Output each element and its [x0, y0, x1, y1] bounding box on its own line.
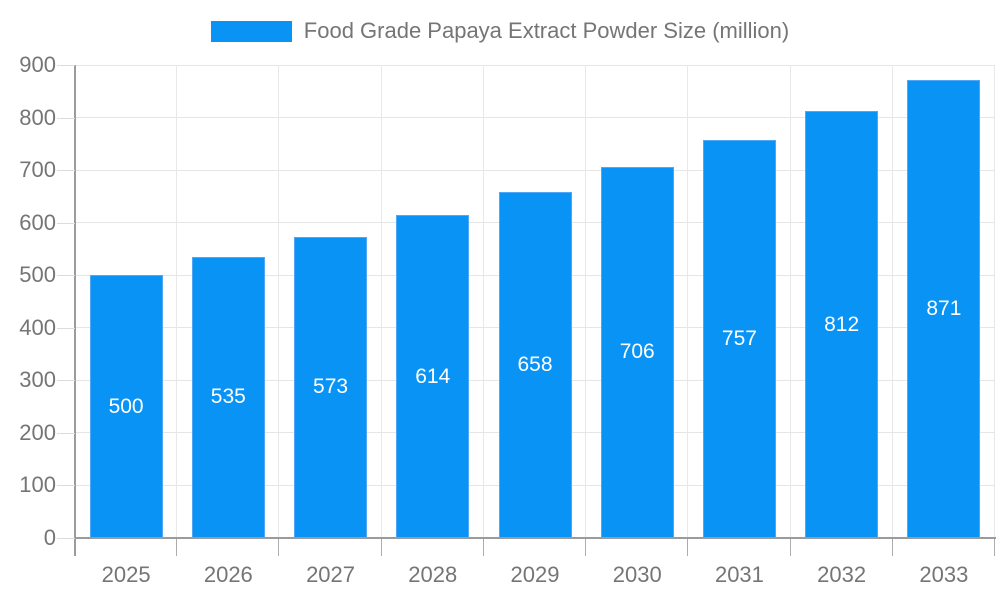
y-axis-tick-label: 600 [19, 209, 56, 235]
y-gridline [75, 117, 995, 119]
bar-value-label: 757 [721, 327, 757, 351]
x-gridline [994, 65, 995, 538]
x-gridline [585, 65, 587, 538]
legend-label: Food Grade Papaya Extract Powder Size (m… [303, 18, 790, 43]
bar[interactable]: 812 [805, 111, 879, 538]
x-gridline [278, 65, 280, 538]
x-gridline [687, 65, 689, 538]
x-axis-tick-label: 2025 [101, 562, 151, 587]
y-axis-tick [57, 117, 75, 119]
x-axis-tick-label: 2030 [612, 562, 662, 587]
y-axis-tick-label: 300 [19, 367, 56, 393]
x-axis-line [74, 537, 996, 539]
y-axis-tick [57, 222, 75, 224]
x-gridline [380, 65, 382, 538]
bar[interactable]: 706 [600, 166, 674, 538]
x-axis-tick [687, 539, 689, 556]
x-axis-tick [994, 539, 995, 556]
x-gridline [176, 65, 178, 538]
x-axis-tick-label: 2027 [306, 562, 356, 587]
y-axis-tick-label: 0 [43, 525, 56, 550]
x-axis-tick [891, 539, 893, 556]
x-gridline [789, 65, 791, 538]
bar-value-label: 658 [517, 353, 553, 377]
y-axis-tick-label: 400 [19, 314, 56, 340]
x-axis-tick [176, 539, 178, 556]
y-axis-tick [57, 538, 75, 539]
bar-value-label: 871 [926, 297, 962, 321]
x-axis-tick-label: 2029 [510, 562, 560, 587]
bar[interactable]: 871 [907, 80, 981, 538]
y-axis-tick [57, 275, 75, 277]
y-axis-tick [57, 65, 75, 66]
x-axis-tick-label: 2026 [203, 562, 253, 587]
y-gridline [75, 64, 995, 66]
plot-area: 500 535 573 614 658 706 757 812 871 [75, 64, 995, 538]
x-gridline [482, 65, 484, 538]
y-axis-tick-label: 200 [19, 419, 56, 445]
bar-value-label: 812 [824, 312, 860, 336]
y-axis-tick-label: 100 [19, 472, 56, 498]
x-axis-tick-label: 2028 [408, 562, 458, 587]
y-axis-tick-label: 800 [19, 104, 56, 130]
x-axis-tick [482, 539, 484, 556]
y-axis-tick [57, 327, 75, 329]
bar-value-label: 614 [415, 364, 451, 388]
y-gridline [75, 169, 995, 171]
y-axis-tick-label: 900 [19, 52, 56, 77]
y-axis-line [74, 65, 76, 556]
y-axis-tick-label: 500 [19, 262, 56, 288]
bar-value-label: 573 [313, 375, 349, 399]
y-axis-tick [57, 170, 75, 172]
bar[interactable]: 658 [498, 192, 572, 538]
x-axis-tick [278, 539, 280, 556]
x-axis-tick-label: 2033 [919, 562, 969, 587]
x-axis-tick [789, 539, 791, 556]
chart-legend[interactable]: Food Grade Papaya Extract Powder Size (m… [0, 18, 1000, 44]
bar[interactable]: 535 [191, 256, 265, 538]
bar-value-label: 706 [619, 340, 655, 364]
y-axis-tick [57, 485, 75, 487]
x-gridline [891, 65, 893, 538]
x-axis-tick [380, 539, 382, 556]
bar[interactable]: 757 [702, 140, 776, 538]
legend-swatch-icon [210, 20, 292, 42]
x-axis-tick-label: 2032 [817, 562, 867, 587]
bar-value-label: 535 [210, 385, 246, 409]
y-axis-tick [57, 380, 75, 382]
y-axis-tick [57, 432, 75, 434]
y-axis-tick-label: 700 [19, 157, 56, 183]
x-axis-tick [585, 539, 587, 556]
bar[interactable]: 573 [294, 236, 368, 538]
x-axis-tick-label: 2031 [714, 562, 764, 587]
bar[interactable]: 614 [396, 215, 470, 538]
bar[interactable]: 500 [89, 275, 163, 538]
bar-value-label: 500 [108, 394, 144, 418]
